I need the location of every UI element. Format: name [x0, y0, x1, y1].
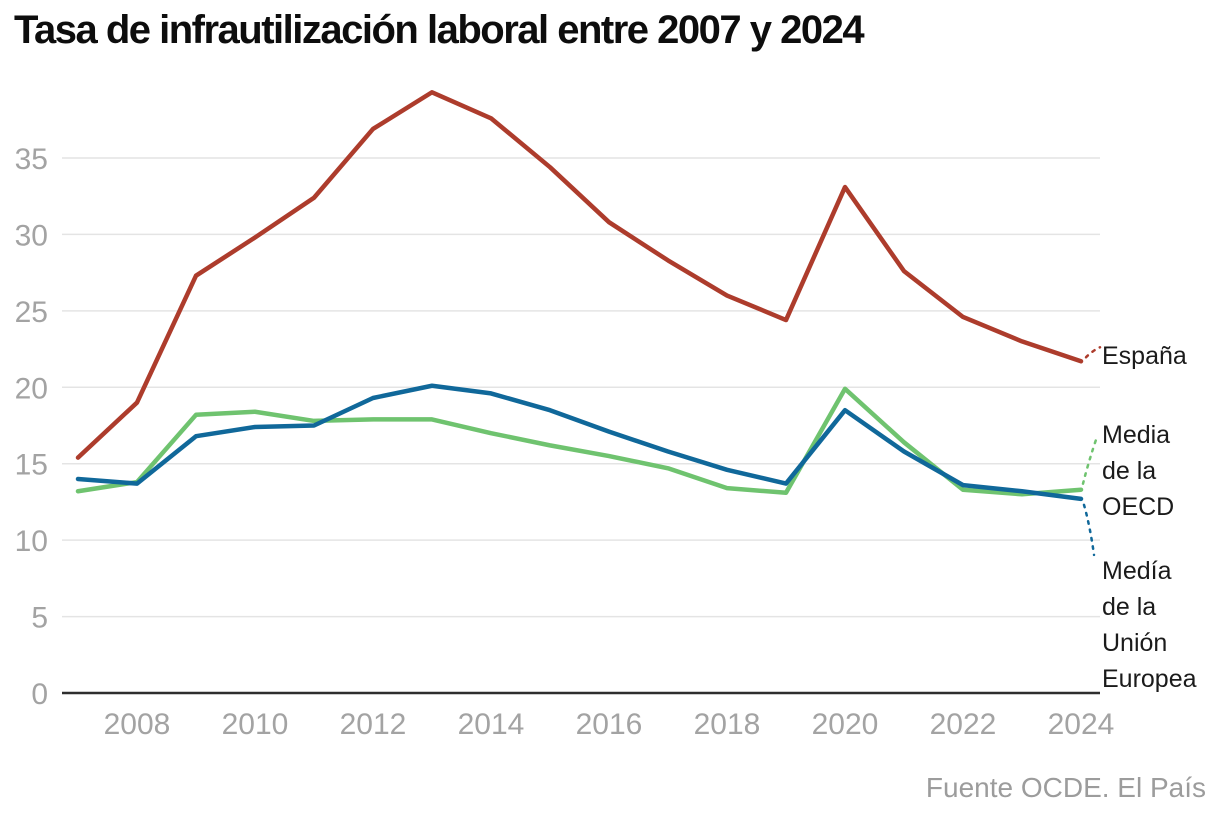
x-tick-label: 2020	[812, 708, 879, 741]
x-tick-label: 2008	[104, 708, 171, 741]
y-tick-label: 20	[15, 372, 48, 405]
series-line-media-oecd	[75, 386, 1084, 497]
y-tick-label: 35	[15, 143, 48, 176]
y-tick-label: 25	[15, 296, 48, 329]
x-tick-label: 2022	[930, 708, 997, 741]
x-tick-label: 2024	[1048, 708, 1115, 741]
series-label-media-oecd: Media de la OECD	[1102, 421, 1175, 521]
series-line-media-ue	[75, 383, 1084, 502]
x-tick-label: 2012	[340, 708, 407, 741]
y-tick-label: 30	[15, 219, 48, 252]
x-tick-label: 2018	[694, 708, 761, 741]
series-label-espana: España	[1102, 342, 1187, 370]
series-line-espana	[75, 90, 1084, 460]
y-tick-label: 15	[15, 449, 48, 482]
y-tick-label: 5	[31, 602, 48, 635]
series-label-media-ue: Medía de la Unión Europea	[1102, 557, 1197, 693]
y-tick-label: 0	[31, 678, 48, 711]
leader-line-media-ue	[1082, 503, 1096, 557]
chart-title: Tasa de infrautilización laboral entre 2…	[14, 8, 865, 52]
leader-line-espana	[1084, 346, 1102, 359]
source-credit: Fuente OCDE. El País	[925, 772, 1206, 803]
x-tick-label: 2014	[458, 708, 525, 741]
y-tick-label: 10	[15, 525, 48, 558]
leader-line-media-oecd	[1081, 438, 1098, 485]
x-tick-label: 2016	[576, 708, 643, 741]
x-tick-label: 2010	[222, 708, 289, 741]
